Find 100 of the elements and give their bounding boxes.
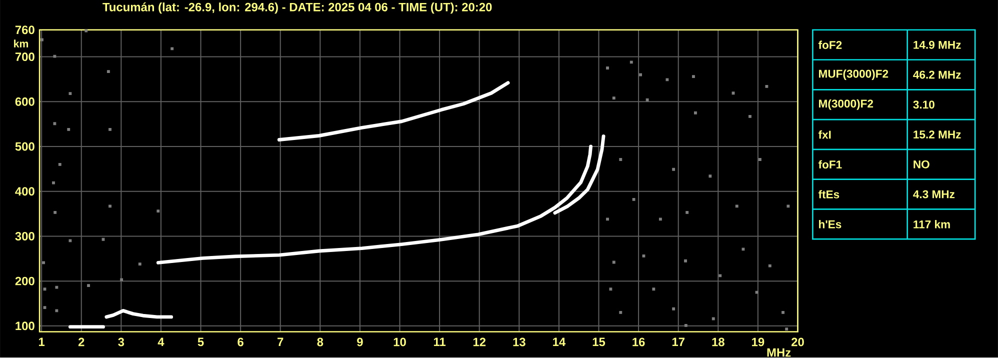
point	[106, 70, 110, 74]
point	[612, 96, 616, 100]
text: 3.10	[913, 100, 934, 109]
point	[108, 128, 112, 132]
point	[652, 288, 656, 291]
text: 4.3 MHz	[913, 190, 955, 198]
point	[102, 238, 105, 241]
y-tick-label: 700	[15, 52, 34, 62]
point	[43, 288, 46, 291]
x-tick-label: 4	[158, 338, 164, 346]
point	[138, 262, 142, 266]
point	[684, 324, 688, 328]
point	[612, 260, 616, 264]
point	[708, 174, 712, 178]
x-tick-label: 20	[792, 338, 804, 346]
point	[686, 211, 689, 214]
point	[684, 260, 687, 263]
point	[68, 92, 72, 96]
text: NO	[914, 160, 930, 169]
point	[785, 328, 788, 331]
point	[52, 182, 55, 184]
point	[619, 311, 622, 314]
category-label: h'Es	[819, 220, 842, 228]
y-tick-label: 500	[15, 142, 34, 151]
point	[786, 204, 790, 208]
point	[120, 278, 124, 282]
x-tick-label: 16	[632, 338, 645, 346]
point	[735, 204, 738, 208]
x-tick-label: 17	[672, 338, 684, 346]
x-tick-label: 7	[278, 338, 284, 346]
point	[58, 163, 62, 166]
point	[658, 218, 662, 221]
point	[646, 98, 649, 102]
point	[748, 115, 752, 118]
x-tick-label: 11	[434, 338, 446, 346]
point	[758, 158, 762, 162]
x-tick-label: 10	[394, 338, 406, 346]
text: 15.2 MHz	[914, 130, 961, 139]
point	[170, 47, 174, 50]
point	[53, 55, 56, 58]
x-tick-label: 3	[118, 338, 124, 346]
y-tick-label: 300	[15, 232, 34, 241]
text: 14.9 MHz	[914, 41, 961, 49]
category-label: M(3000)F2	[819, 100, 874, 110]
point	[672, 308, 676, 311]
point	[639, 73, 642, 76]
point	[43, 306, 46, 310]
point	[666, 78, 669, 82]
x-tick-label: 13	[513, 338, 526, 346]
text: 46.2 MHz	[913, 70, 961, 79]
chart-title: Tucumán (lat: -26.9, lon: 294.6) - DATE: 2025 04 06 - TIME (UT): 20:20	[102, 2, 492, 14]
point	[55, 286, 58, 289]
point	[606, 218, 609, 221]
point	[692, 75, 695, 78]
y-tick-label: 600	[15, 98, 34, 106]
x-tick-label: 5	[198, 338, 204, 346]
line-series	[277, 81, 510, 142]
category-label: ftEs	[818, 190, 840, 199]
point	[630, 60, 633, 64]
point	[742, 248, 745, 251]
y-axis-title: km	[14, 40, 28, 48]
x-tick-label: 19	[752, 338, 764, 346]
point	[642, 254, 646, 258]
point	[156, 210, 160, 213]
y-tick-label: 200	[15, 277, 34, 286]
x-axis-title: MHz	[767, 348, 791, 357]
x-tick-label: 9	[357, 338, 363, 346]
point	[718, 274, 722, 278]
point	[765, 85, 768, 88]
x-tick-label: 2	[78, 338, 84, 346]
x-tick-label: 12	[473, 338, 486, 346]
y-tick-label: 100	[16, 322, 34, 330]
point	[755, 290, 758, 294]
point	[68, 239, 72, 242]
point	[87, 284, 90, 288]
category-label: foF1	[818, 160, 842, 169]
point	[67, 128, 70, 132]
x-tick-label: 6	[238, 338, 244, 346]
point	[606, 66, 609, 70]
point	[694, 112, 697, 114]
point	[712, 317, 715, 320]
point	[54, 211, 57, 214]
category-label: fxI	[818, 130, 831, 139]
x-tick-label: 15	[592, 338, 606, 346]
y-tick-label: 400	[15, 187, 34, 196]
x-tick-label: 18	[712, 338, 724, 346]
point	[55, 309, 58, 312]
point	[782, 311, 784, 314]
category-label: foF2	[818, 40, 842, 50]
point	[40, 38, 44, 42]
point	[672, 168, 676, 172]
point	[632, 198, 636, 202]
line-series	[104, 309, 174, 319]
x-tick-label: 8	[317, 338, 324, 346]
point	[732, 92, 735, 95]
point	[42, 261, 46, 264]
category-label: MUF(3000)F2	[819, 70, 888, 80]
point	[609, 288, 612, 291]
text: 117 km	[914, 220, 950, 228]
point	[108, 204, 112, 208]
